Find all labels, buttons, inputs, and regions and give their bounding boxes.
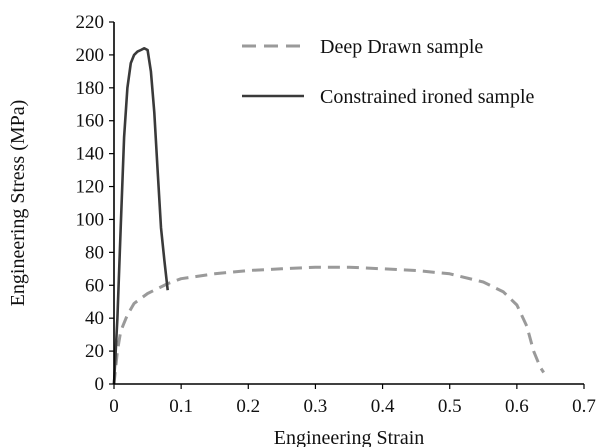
x-tick-label: 0.6 xyxy=(505,396,529,417)
y-tick-label: 220 xyxy=(76,12,105,33)
y-axis-title: Engineering Stress (MPa) xyxy=(7,100,29,307)
y-tick-label: 140 xyxy=(76,144,105,165)
plot-lines xyxy=(112,46,545,385)
x-axis-title: Engineering Strain xyxy=(274,427,425,447)
y-tick-label: 180 xyxy=(76,78,105,99)
series-line-0 xyxy=(112,265,545,385)
legend: Deep Drawn sample Constrained ironed sam… xyxy=(242,36,535,108)
x-tick-label: 0.1 xyxy=(169,396,193,417)
y-tick-label: 0 xyxy=(95,374,105,395)
y-tick-label: 160 xyxy=(76,111,105,132)
x-tick-label: 0.7 xyxy=(572,396,596,417)
legend-label-deep-drawn: Deep Drawn sample xyxy=(320,36,483,58)
legend-label-constrained-ironed: Constrained ironed sample xyxy=(320,86,535,108)
y-tick-label: 100 xyxy=(76,209,105,230)
y-ticks: 0 20 40 60 80 100 120 140 160 180 200 220 xyxy=(76,12,114,395)
y-tick-label: 120 xyxy=(76,177,105,198)
y-tick-label: 60 xyxy=(85,275,104,296)
x-tick-label: 0.3 xyxy=(304,396,328,417)
axes xyxy=(113,22,584,385)
x-ticks: 0 0.1 0.2 0.3 0.4 0.5 0.6 0.7 xyxy=(109,384,596,417)
x-tick-label: 0 xyxy=(109,396,119,417)
series-line-1 xyxy=(112,46,169,385)
y-tick-label: 80 xyxy=(85,242,104,263)
y-tick-label: 40 xyxy=(85,308,104,329)
x-tick-label: 0.2 xyxy=(236,396,260,417)
y-tick-label: 20 xyxy=(85,341,104,362)
y-tick-label: 200 xyxy=(76,45,105,66)
x-tick-label: 0.4 xyxy=(371,396,395,417)
x-tick-label: 0.5 xyxy=(438,396,462,417)
